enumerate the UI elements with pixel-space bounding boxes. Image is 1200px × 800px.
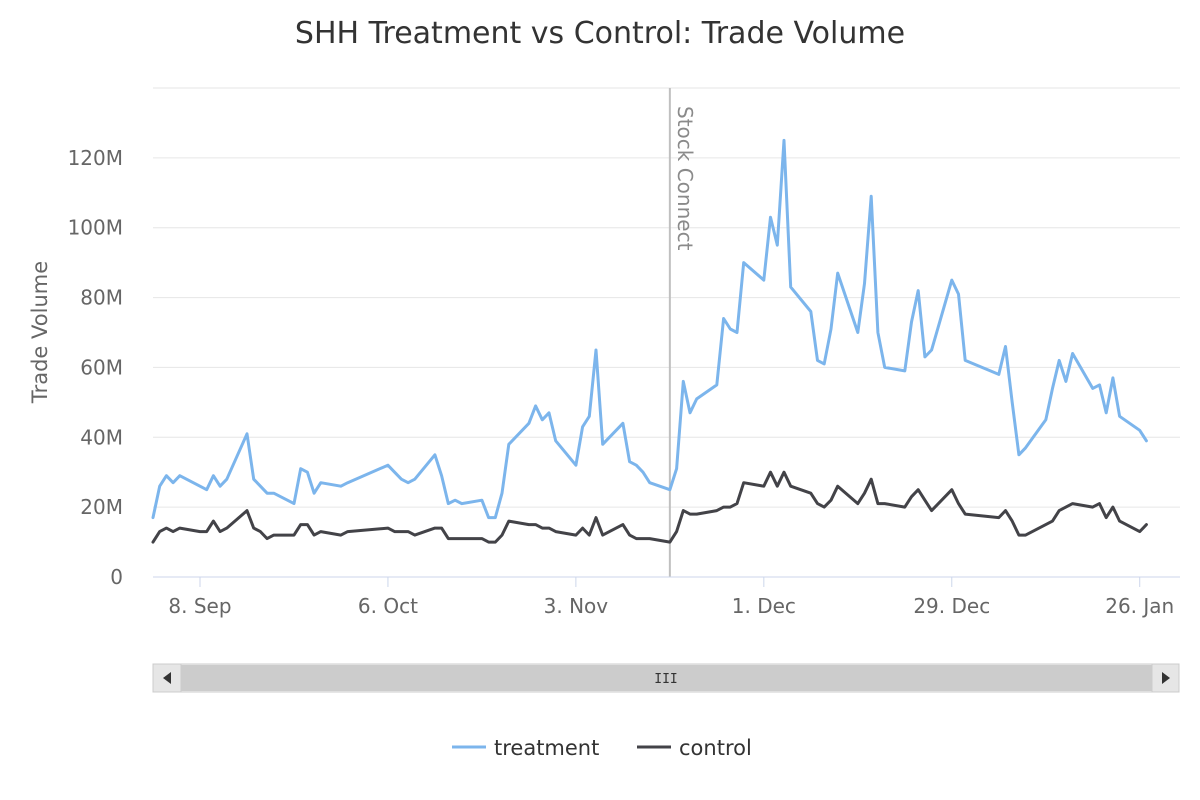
- series-line-treatment[interactable]: [151, 138, 1148, 520]
- x-tick-label: 3. Nov: [544, 594, 609, 618]
- y-tick-label: 0: [110, 565, 123, 589]
- scroll-left-button[interactable]: [152, 663, 182, 693]
- y-axis-ticks: 0 20M 40M 60M 80M 100M 120M: [68, 146, 123, 589]
- y-axis-label: Trade Volume: [28, 261, 52, 404]
- y-tick-label: 40M: [80, 425, 123, 449]
- y-tick-label: 60M: [80, 355, 123, 379]
- legend-label: control: [679, 736, 752, 760]
- grid: [153, 87, 1180, 508]
- y-tick-label: 100M: [68, 216, 123, 240]
- scroll-right-button[interactable]: [1151, 663, 1180, 693]
- legend-item-control[interactable]: control: [637, 736, 752, 760]
- scrollbar[interactable]: III: [152, 663, 1180, 693]
- legend-item-treatment[interactable]: treatment: [452, 736, 599, 760]
- y-tick-label: 20M: [80, 495, 123, 519]
- legend[interactable]: treatment control: [452, 736, 752, 760]
- x-tick-label: 6. Oct: [358, 594, 418, 618]
- series-group: [151, 138, 1148, 544]
- series-line-control[interactable]: [151, 470, 1148, 544]
- y-tick-label: 80M: [80, 286, 123, 310]
- chart-title: SHH Treatment vs Control: Trade Volume: [295, 16, 905, 51]
- x-tick-label: 26. Jan: [1105, 594, 1174, 618]
- x-tick-label: 1. Dec: [732, 594, 796, 618]
- arrow-right-icon: [1162, 672, 1170, 684]
- x-tick-label: 8. Sep: [168, 594, 231, 618]
- legend-label: treatment: [494, 736, 599, 760]
- arrow-left-icon: [163, 672, 171, 684]
- scrollbar-thumb[interactable]: [181, 665, 1152, 691]
- x-axis: 8. Sep 6. Oct 3. Nov 1. Dec 29. Dec 26. Jan: [153, 576, 1180, 618]
- scrollbar-grip[interactable]: III: [654, 672, 677, 687]
- y-tick-label: 120M: [68, 146, 123, 170]
- stock-connect-plot-line: Stock Connect: [668, 88, 697, 577]
- stock-connect-label: Stock Connect: [673, 106, 697, 251]
- x-tick-label: 29. Dec: [913, 594, 990, 618]
